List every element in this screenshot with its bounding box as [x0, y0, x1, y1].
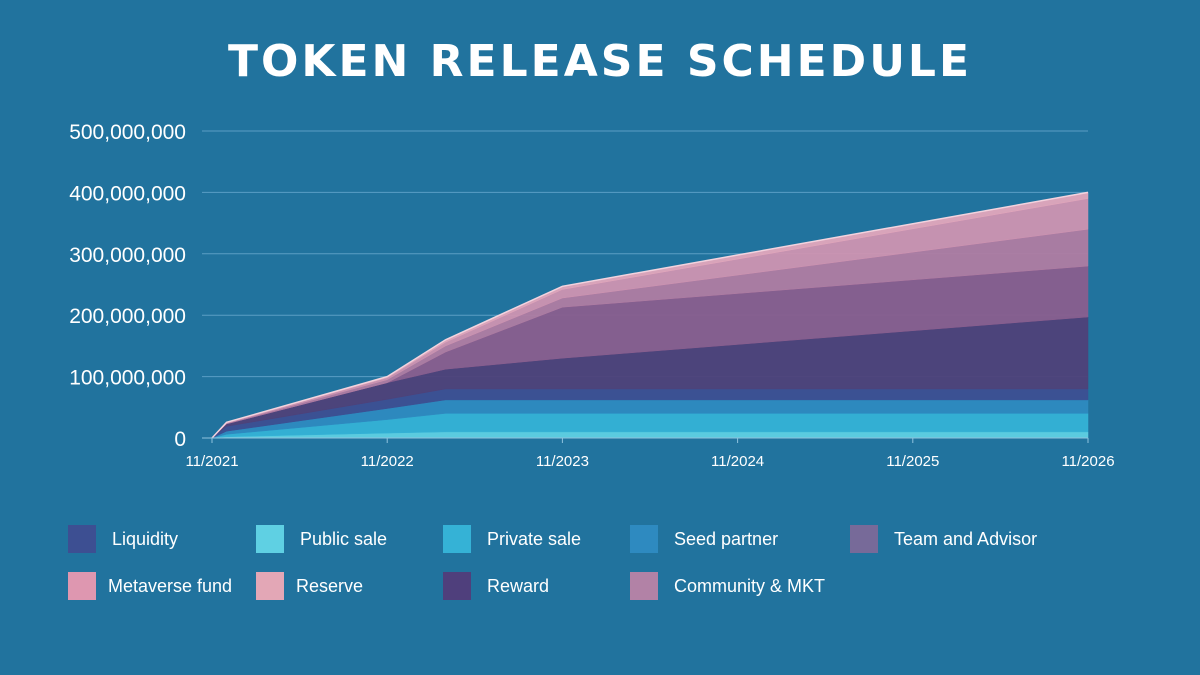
x-tick-label: 11/2023 — [536, 453, 589, 470]
x-tick-label: 11/2022 — [361, 453, 414, 470]
y-tick-label: 400,000,000 — [69, 182, 186, 205]
y-tick-label: 500,000,000 — [69, 121, 186, 144]
x-tick-label: 11/2026 — [1061, 453, 1114, 470]
y-tick-label: 200,000,000 — [69, 305, 186, 328]
stack-top-line — [211, 191, 1089, 439]
x-tick-label: 11/2021 — [185, 453, 238, 470]
y-tick-label: 100,000,000 — [69, 367, 186, 390]
stacked-areas — [211, 191, 1089, 439]
x-tick-label: 11/2025 — [886, 453, 939, 470]
y-tick-label: 0 — [174, 428, 186, 451]
y-tick-label: 300,000,000 — [69, 244, 186, 267]
chart-title: TOKEN RELEASE SCHEDULE — [227, 36, 973, 87]
axes: 0 100,000,000 200,000,000 300,000,000 400,00… — [69, 121, 1114, 470]
x-tick-label: 11/2024 — [711, 453, 764, 470]
